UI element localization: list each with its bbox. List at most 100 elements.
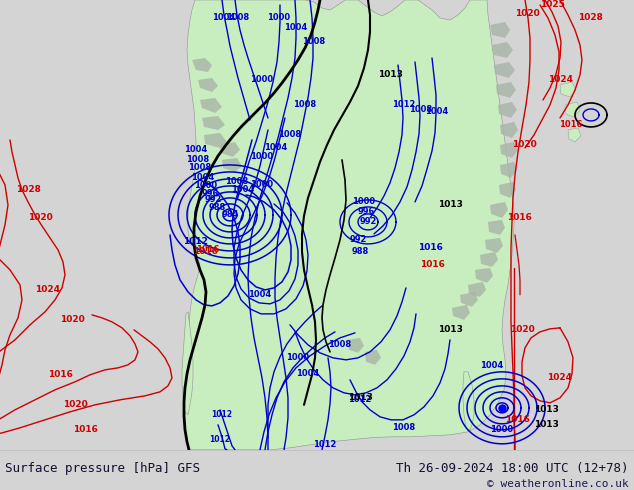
Text: 1024: 1024 <box>548 75 574 84</box>
Text: 1020: 1020 <box>510 325 534 334</box>
Polygon shape <box>198 78 218 92</box>
Text: © weatheronline.co.uk: © weatheronline.co.uk <box>487 479 629 489</box>
Text: 1004: 1004 <box>296 369 320 378</box>
Polygon shape <box>182 312 193 415</box>
Polygon shape <box>204 133 227 148</box>
Text: 1024: 1024 <box>36 285 60 294</box>
Polygon shape <box>496 82 516 98</box>
Polygon shape <box>192 58 212 72</box>
Text: 1016: 1016 <box>197 245 220 254</box>
Text: 1012: 1012 <box>183 237 207 246</box>
Text: 1004: 1004 <box>264 144 288 152</box>
Polygon shape <box>500 122 518 138</box>
Text: 1012: 1012 <box>209 435 231 444</box>
Polygon shape <box>184 0 514 450</box>
Text: 1012: 1012 <box>212 410 233 419</box>
Text: 992: 992 <box>204 196 222 204</box>
Polygon shape <box>490 22 510 38</box>
Polygon shape <box>348 338 364 353</box>
Text: 1008: 1008 <box>278 130 302 140</box>
Text: 1020: 1020 <box>28 214 53 222</box>
Text: 1016: 1016 <box>418 244 443 252</box>
Polygon shape <box>222 158 242 172</box>
Text: 1028: 1028 <box>578 14 602 23</box>
Polygon shape <box>490 202 508 218</box>
Text: 1020: 1020 <box>512 141 536 149</box>
Text: Surface pressure [hPa] GFS: Surface pressure [hPa] GFS <box>5 462 200 475</box>
Text: 1020: 1020 <box>63 400 87 409</box>
Polygon shape <box>499 182 516 198</box>
Polygon shape <box>460 292 478 307</box>
Text: 1013: 1013 <box>437 325 462 334</box>
Text: 1016: 1016 <box>507 214 531 222</box>
Text: 988: 988 <box>351 247 368 256</box>
Text: Th 26-09-2024 18:00 UTC (12+78): Th 26-09-2024 18:00 UTC (12+78) <box>396 462 629 475</box>
Text: 1004: 1004 <box>212 14 236 23</box>
Text: 1020: 1020 <box>60 316 84 324</box>
Text: 1004: 1004 <box>184 146 207 154</box>
Text: 1012: 1012 <box>313 441 337 449</box>
Text: 1016: 1016 <box>559 121 583 129</box>
Text: 1000: 1000 <box>268 14 290 23</box>
Text: 1004: 1004 <box>425 107 449 117</box>
Polygon shape <box>500 142 518 158</box>
Polygon shape <box>492 42 513 58</box>
Text: 996: 996 <box>202 190 219 198</box>
Polygon shape <box>220 142 240 157</box>
Text: 1008: 1008 <box>294 100 316 109</box>
Polygon shape <box>200 98 222 113</box>
Text: 1024: 1024 <box>548 373 573 382</box>
Polygon shape <box>488 220 505 235</box>
Text: 1000: 1000 <box>195 181 217 191</box>
Text: 1004: 1004 <box>481 361 503 370</box>
Text: 1028: 1028 <box>16 185 41 195</box>
Text: 1016: 1016 <box>48 370 72 379</box>
Text: 1013: 1013 <box>534 405 559 415</box>
Text: 1008: 1008 <box>186 155 210 165</box>
Text: 1000: 1000 <box>491 425 514 434</box>
Text: 1016: 1016 <box>505 416 529 424</box>
Text: 1020: 1020 <box>515 9 540 19</box>
Polygon shape <box>365 350 381 365</box>
Text: 1004: 1004 <box>231 185 255 195</box>
Text: 988: 988 <box>209 203 226 213</box>
Text: 1000: 1000 <box>250 180 273 190</box>
Polygon shape <box>565 102 580 117</box>
Text: 1008: 1008 <box>392 423 415 432</box>
Text: 1013: 1013 <box>378 71 403 79</box>
Text: 1012: 1012 <box>392 100 416 109</box>
Polygon shape <box>500 162 517 178</box>
Text: 1004: 1004 <box>285 24 307 32</box>
Text: 1000: 1000 <box>250 152 273 161</box>
Text: 996: 996 <box>358 207 375 217</box>
Text: 1008: 1008 <box>226 177 249 186</box>
Text: 1008: 1008 <box>302 37 326 47</box>
Polygon shape <box>452 305 470 320</box>
Polygon shape <box>463 372 474 432</box>
Text: 1008: 1008 <box>226 14 250 23</box>
Text: 1008: 1008 <box>328 341 352 349</box>
Polygon shape <box>475 268 493 283</box>
Polygon shape <box>560 82 576 97</box>
Text: 1000: 1000 <box>250 75 273 84</box>
Text: 1013: 1013 <box>437 200 462 209</box>
Text: 1016: 1016 <box>72 425 98 434</box>
Text: 992: 992 <box>359 218 377 226</box>
Text: 1004: 1004 <box>191 173 215 182</box>
Text: 1004: 1004 <box>249 291 271 299</box>
Text: 1016: 1016 <box>193 247 217 256</box>
Text: 1013: 1013 <box>534 420 559 429</box>
Text: 1025: 1025 <box>540 0 564 9</box>
Text: 1012: 1012 <box>348 395 372 404</box>
Polygon shape <box>568 128 581 142</box>
Text: 1000: 1000 <box>287 353 309 363</box>
Polygon shape <box>480 252 498 267</box>
Polygon shape <box>494 62 515 78</box>
Text: 992: 992 <box>349 235 366 245</box>
Text: 1000: 1000 <box>353 197 375 206</box>
Polygon shape <box>202 116 225 130</box>
Polygon shape <box>498 102 517 118</box>
Text: 1016: 1016 <box>420 260 444 270</box>
Text: 1008: 1008 <box>410 105 432 115</box>
Text: 1013: 1013 <box>347 393 372 402</box>
